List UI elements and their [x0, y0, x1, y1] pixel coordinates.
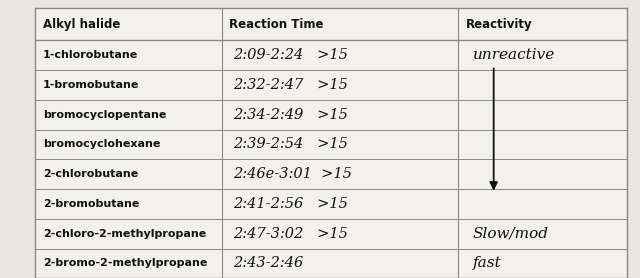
Text: 2:43-2:46: 2:43-2:46 [233, 256, 303, 270]
Text: 1-bromobutane: 1-bromobutane [43, 80, 140, 90]
Text: 2:39-2:54   >15: 2:39-2:54 >15 [233, 137, 348, 152]
Text: 2:09-2:24   >15: 2:09-2:24 >15 [233, 48, 348, 62]
Text: Reaction Time: Reaction Time [229, 18, 324, 31]
Text: 2-bromobutane: 2-bromobutane [43, 199, 140, 209]
Text: 2:32-2:47   >15: 2:32-2:47 >15 [233, 78, 348, 92]
Text: 2:47-3:02   >15: 2:47-3:02 >15 [233, 227, 348, 241]
Text: 2-chlorobutane: 2-chlorobutane [43, 169, 138, 179]
Text: 2:34-2:49   >15: 2:34-2:49 >15 [233, 108, 348, 122]
Text: 2-bromo-2-methylpropane: 2-bromo-2-methylpropane [43, 259, 207, 268]
Text: Slow/mod: Slow/mod [472, 227, 548, 241]
Text: bromocyclohexane: bromocyclohexane [43, 140, 160, 149]
Text: 2-chloro-2-methylpropane: 2-chloro-2-methylpropane [43, 229, 206, 239]
Text: 2:41-2:56   >15: 2:41-2:56 >15 [233, 197, 348, 211]
Text: bromocyclopentane: bromocyclopentane [43, 110, 166, 120]
Text: fast: fast [472, 256, 501, 270]
Text: 1-chlorobutane: 1-chlorobutane [43, 50, 138, 60]
Text: 2:46e-3:01  >15: 2:46e-3:01 >15 [233, 167, 352, 181]
Text: Reactivity: Reactivity [466, 18, 532, 31]
Text: Alkyl halide: Alkyl halide [43, 18, 120, 31]
Text: unreactive: unreactive [472, 48, 555, 62]
